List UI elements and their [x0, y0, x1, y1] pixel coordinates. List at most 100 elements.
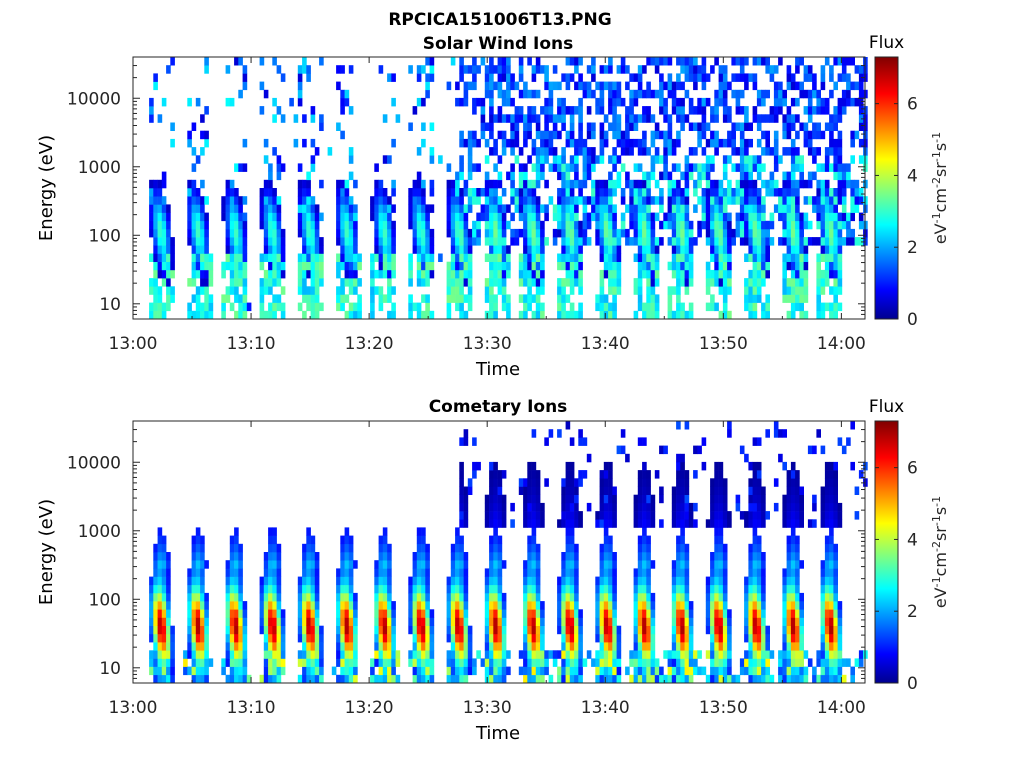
heatmap-cell	[319, 253, 324, 262]
heatmap-cell	[756, 269, 762, 279]
heatmap-cell	[200, 674, 205, 684]
heatmap-cell	[837, 278, 843, 287]
heatmap-cell	[416, 147, 422, 156]
heatmap-cell	[523, 478, 528, 487]
heatmap-cell	[208, 278, 214, 287]
heatmap-cell	[646, 552, 651, 561]
heatmap-cell	[807, 519, 813, 528]
heatmap-cell	[348, 171, 354, 181]
heatmap-cell	[557, 106, 562, 115]
heatmap-cell	[195, 560, 201, 569]
heatmap-cell	[837, 188, 843, 197]
heatmap-cell	[565, 73, 571, 82]
heatmap-cell	[234, 543, 239, 553]
heatmap-cell	[744, 163, 749, 172]
heatmap-cell	[501, 294, 507, 303]
heatmap-cell	[497, 642, 503, 651]
heatmap-cell	[671, 609, 677, 618]
heatmap-cell	[489, 633, 494, 643]
heatmap-cell	[565, 294, 571, 303]
heatmap-cell	[803, 65, 809, 74]
heatmap-cell	[501, 73, 507, 82]
heatmap-cell	[459, 163, 464, 172]
heatmap-cell	[846, 658, 851, 667]
heatmap-cell	[416, 560, 422, 569]
heatmap-cell	[714, 106, 719, 115]
heatmap-cell	[149, 302, 154, 312]
heatmap-cell	[565, 478, 571, 487]
heatmap-cell	[688, 106, 694, 115]
heatmap-cell	[467, 478, 473, 487]
heatmap-cell	[459, 543, 464, 553]
heatmap-cell	[467, 666, 473, 676]
heatmap-cell	[782, 633, 787, 643]
heatmap-cell	[650, 601, 656, 610]
heatmap-cell	[149, 633, 154, 643]
heatmap-cell	[620, 57, 626, 66]
heatmap-cell	[569, 609, 575, 618]
heatmap-cell	[561, 220, 566, 230]
heatmap-cell	[225, 228, 231, 238]
heatmap-cell	[833, 204, 838, 213]
heatmap-cell	[280, 310, 286, 320]
heatmap-cell	[382, 633, 388, 643]
heatmap-cell	[493, 527, 498, 536]
heatmap-cell	[654, 196, 660, 205]
heatmap-cell	[561, 163, 566, 172]
heatmap-cell	[608, 253, 613, 262]
heatmap-cell	[476, 97, 481, 107]
heatmap-cell	[259, 188, 265, 197]
heatmap-cell	[718, 478, 724, 487]
colorbar-tick-label: 6	[907, 95, 918, 115]
heatmap-cell	[472, 81, 477, 91]
heatmap-cell	[268, 278, 273, 287]
heatmap-cell	[450, 560, 456, 569]
heatmap-cell	[795, 543, 800, 553]
heatmap-cell	[795, 220, 800, 230]
heatmap-cell	[667, 294, 673, 303]
heatmap-cell	[790, 228, 796, 238]
heatmap-cell	[688, 519, 694, 528]
heatmap-cell	[727, 633, 732, 643]
heatmap-cell	[450, 650, 456, 659]
heatmap-cell	[727, 658, 732, 667]
heatmap-cell	[153, 310, 158, 320]
heatmap-cell	[778, 453, 783, 463]
heatmap-cell	[200, 245, 205, 254]
heatmap-cell	[790, 171, 796, 181]
heatmap-cell	[493, 65, 498, 74]
heatmap-cell	[761, 625, 766, 635]
heatmap-cell	[501, 666, 507, 676]
heatmap-cell	[603, 269, 609, 279]
heatmap-cell	[646, 294, 651, 303]
heatmap-cell	[259, 196, 265, 205]
heatmap-cell	[166, 658, 171, 667]
heatmap-cell	[820, 650, 826, 659]
heatmap-cell	[671, 601, 677, 610]
heatmap-cell	[820, 633, 826, 643]
heatmap-cell	[531, 147, 537, 156]
heatmap-cell	[820, 302, 826, 312]
heatmap-cell	[387, 674, 392, 684]
heatmap-cell	[756, 89, 762, 99]
heatmap-cell	[548, 138, 554, 148]
heatmap-cell	[782, 584, 787, 594]
heatmap-cell	[591, 89, 596, 99]
heatmap-cell	[535, 253, 541, 262]
heatmap-cell	[416, 73, 422, 82]
heatmap-cell	[463, 138, 469, 148]
heatmap-cell	[170, 650, 175, 659]
heatmap-cell	[306, 196, 311, 205]
heatmap-cell	[671, 220, 677, 230]
heatmap-cell	[714, 609, 719, 618]
figure-title: RPCICA151006T13.PNG	[388, 10, 611, 30]
heatmap-cell	[735, 97, 741, 107]
heatmap-cell	[484, 650, 490, 659]
heatmap-cell	[561, 560, 566, 569]
heatmap-cell	[765, 261, 770, 271]
heatmap-cell	[455, 278, 460, 287]
heatmap-cell	[225, 625, 231, 635]
heatmap-cell	[484, 584, 490, 594]
heatmap-cell	[416, 302, 422, 312]
